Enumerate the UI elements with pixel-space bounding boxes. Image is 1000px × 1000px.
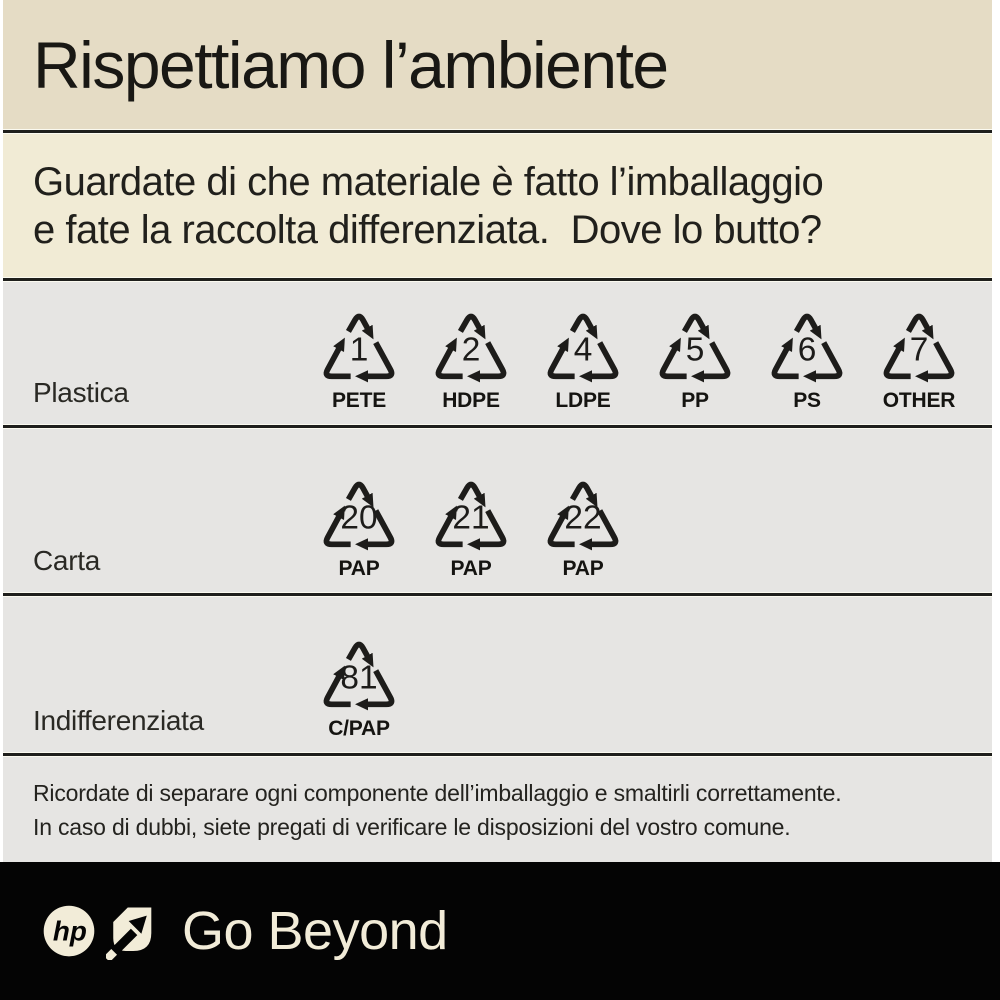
mobius-loop-icon: 81 (323, 641, 395, 711)
mobius-loop-icon: 2 (435, 313, 507, 383)
section-divider (3, 129, 992, 134)
symbol-group: 20 PAP 21 PAP 22 PAP (303, 429, 639, 592)
note-line-2: In caso di dubbi, siete pregati di verif… (33, 813, 791, 840)
hp-logo-icon: hp (43, 905, 95, 957)
symbol-name: PETE (331, 389, 387, 412)
symbol-code: 21 (452, 499, 489, 536)
symbol-code: 6 (798, 331, 817, 368)
symbol-code: 1 (350, 331, 369, 368)
symbol-name: OTHER (882, 389, 956, 412)
symbol-name: PS (793, 389, 821, 412)
symbol-group: 81 C/PAP (303, 597, 415, 752)
mobius-loop-icon: 7 (883, 313, 955, 383)
recycling-symbol: 21 PAP (415, 473, 527, 592)
symbol-code: 4 (574, 331, 593, 368)
recycling-symbol: 81 C/PAP (303, 633, 415, 752)
footer-tagline: Go Beyond (182, 901, 448, 961)
mobius-loop-icon: 5 (659, 313, 731, 383)
material-row-plastica: Plastica 1 PETE 2 HDPE 4 LDPE (3, 282, 992, 424)
mobius-loop-icon: 6 (771, 313, 843, 383)
recycling-symbol: 4 LDPE (527, 305, 639, 424)
mobius-loop-icon: 1 (323, 313, 395, 383)
symbol-name: PAP (450, 557, 492, 580)
material-rows: Plastica 1 PETE 2 HDPE 4 LDPE (3, 282, 992, 752)
symbol-name: PAP (562, 557, 604, 580)
page-title: Rispettiamo l’ambiente (33, 27, 669, 102)
section-divider (3, 424, 992, 429)
subtitle-line-2: e fate la raccolta differenziata. Dove l… (33, 207, 822, 252)
material-row-indifferenziata: Indifferenziata 81 C/PAP (3, 597, 992, 752)
material-label: Indifferenziata (33, 705, 204, 736)
section-divider (3, 277, 992, 282)
poster-sheet: Rispettiamo l’ambiente Guardate di che m… (3, 0, 992, 862)
hp-footer: hp Go Beyond (0, 862, 1000, 1000)
material-label: Carta (33, 545, 100, 576)
recycling-symbol: 20 PAP (303, 473, 415, 592)
symbol-code: 81 (340, 659, 377, 696)
symbol-code: 7 (910, 331, 929, 368)
symbol-code: 5 (686, 331, 705, 368)
symbol-name: PP (681, 389, 709, 412)
mobius-loop-icon: 20 (323, 481, 395, 551)
symbol-name: HDPE (442, 389, 500, 412)
symbol-code: 22 (564, 499, 601, 536)
material-label: Plastica (33, 377, 129, 408)
mobius-loop-icon: 21 (435, 481, 507, 551)
material-row-carta: Carta 20 PAP 21 PAP 22 PAP (3, 429, 992, 592)
title-section: Rispettiamo l’ambiente (3, 0, 992, 129)
note-section: Ricordate di separare ogni componente de… (3, 757, 992, 862)
section-divider (3, 752, 992, 757)
mobius-loop-icon: 22 (547, 481, 619, 551)
symbol-code: 2 (462, 331, 481, 368)
symbol-code: 20 (340, 499, 377, 536)
recycling-symbol: 6 PS (751, 305, 863, 424)
symbol-name: LDPE (555, 389, 611, 412)
recycling-symbol: 7 OTHER (863, 305, 975, 424)
note-line-1: Ricordate di separare ogni componente de… (33, 779, 842, 806)
subtitle-line-1: Guardate di che materiale è fatto l’imba… (33, 159, 824, 204)
section-divider (3, 592, 992, 597)
svg-text:hp: hp (53, 915, 87, 946)
recycling-symbol: 1 PETE (303, 305, 415, 424)
symbol-name: PAP (338, 557, 380, 580)
subtitle-section: Guardate di che materiale è fatto l’imba… (3, 134, 992, 277)
go-beyond-arrow-icon (106, 907, 152, 960)
recycling-symbol: 5 PP (639, 305, 751, 424)
symbol-group: 1 PETE 2 HDPE 4 LDPE 5 PP (303, 282, 975, 424)
recycling-symbol: 22 PAP (527, 473, 639, 592)
symbol-name: C/PAP (328, 717, 390, 740)
recycling-symbol: 2 HDPE (415, 305, 527, 424)
mobius-loop-icon: 4 (547, 313, 619, 383)
